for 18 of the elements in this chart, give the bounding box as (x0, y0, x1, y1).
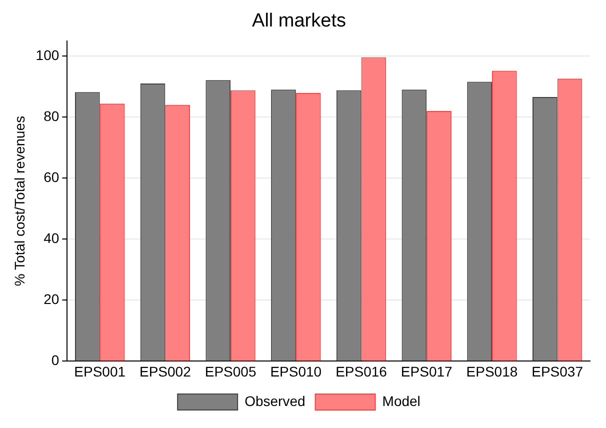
chart-title: All markets (252, 10, 346, 32)
legend-label: Model (382, 392, 420, 409)
y-tick-label: 60 (44, 168, 60, 185)
y-tick-label: 80 (44, 108, 60, 124)
y-axis-title: % Total cost/Total revenues (11, 116, 28, 286)
x-tick-label: EPS037 (532, 363, 584, 380)
x-tick-label: EPS005 (204, 363, 256, 380)
x-tick-label: EPS010 (270, 363, 322, 380)
y-tick-label: 0 (51, 352, 60, 368)
x-tick-label: EPS002 (140, 363, 192, 380)
x-tick-label: EPS016 (336, 363, 388, 380)
x-tick-label: EPS001 (74, 363, 126, 380)
legend-label: Observed (244, 392, 306, 409)
y-tick-label: 100 (36, 46, 60, 63)
x-tick-label: EPS017 (400, 363, 453, 380)
x-tick-label: EPS018 (466, 363, 518, 380)
y-tick-label: 40 (44, 230, 60, 246)
y-tick-label: 20 (44, 291, 60, 308)
